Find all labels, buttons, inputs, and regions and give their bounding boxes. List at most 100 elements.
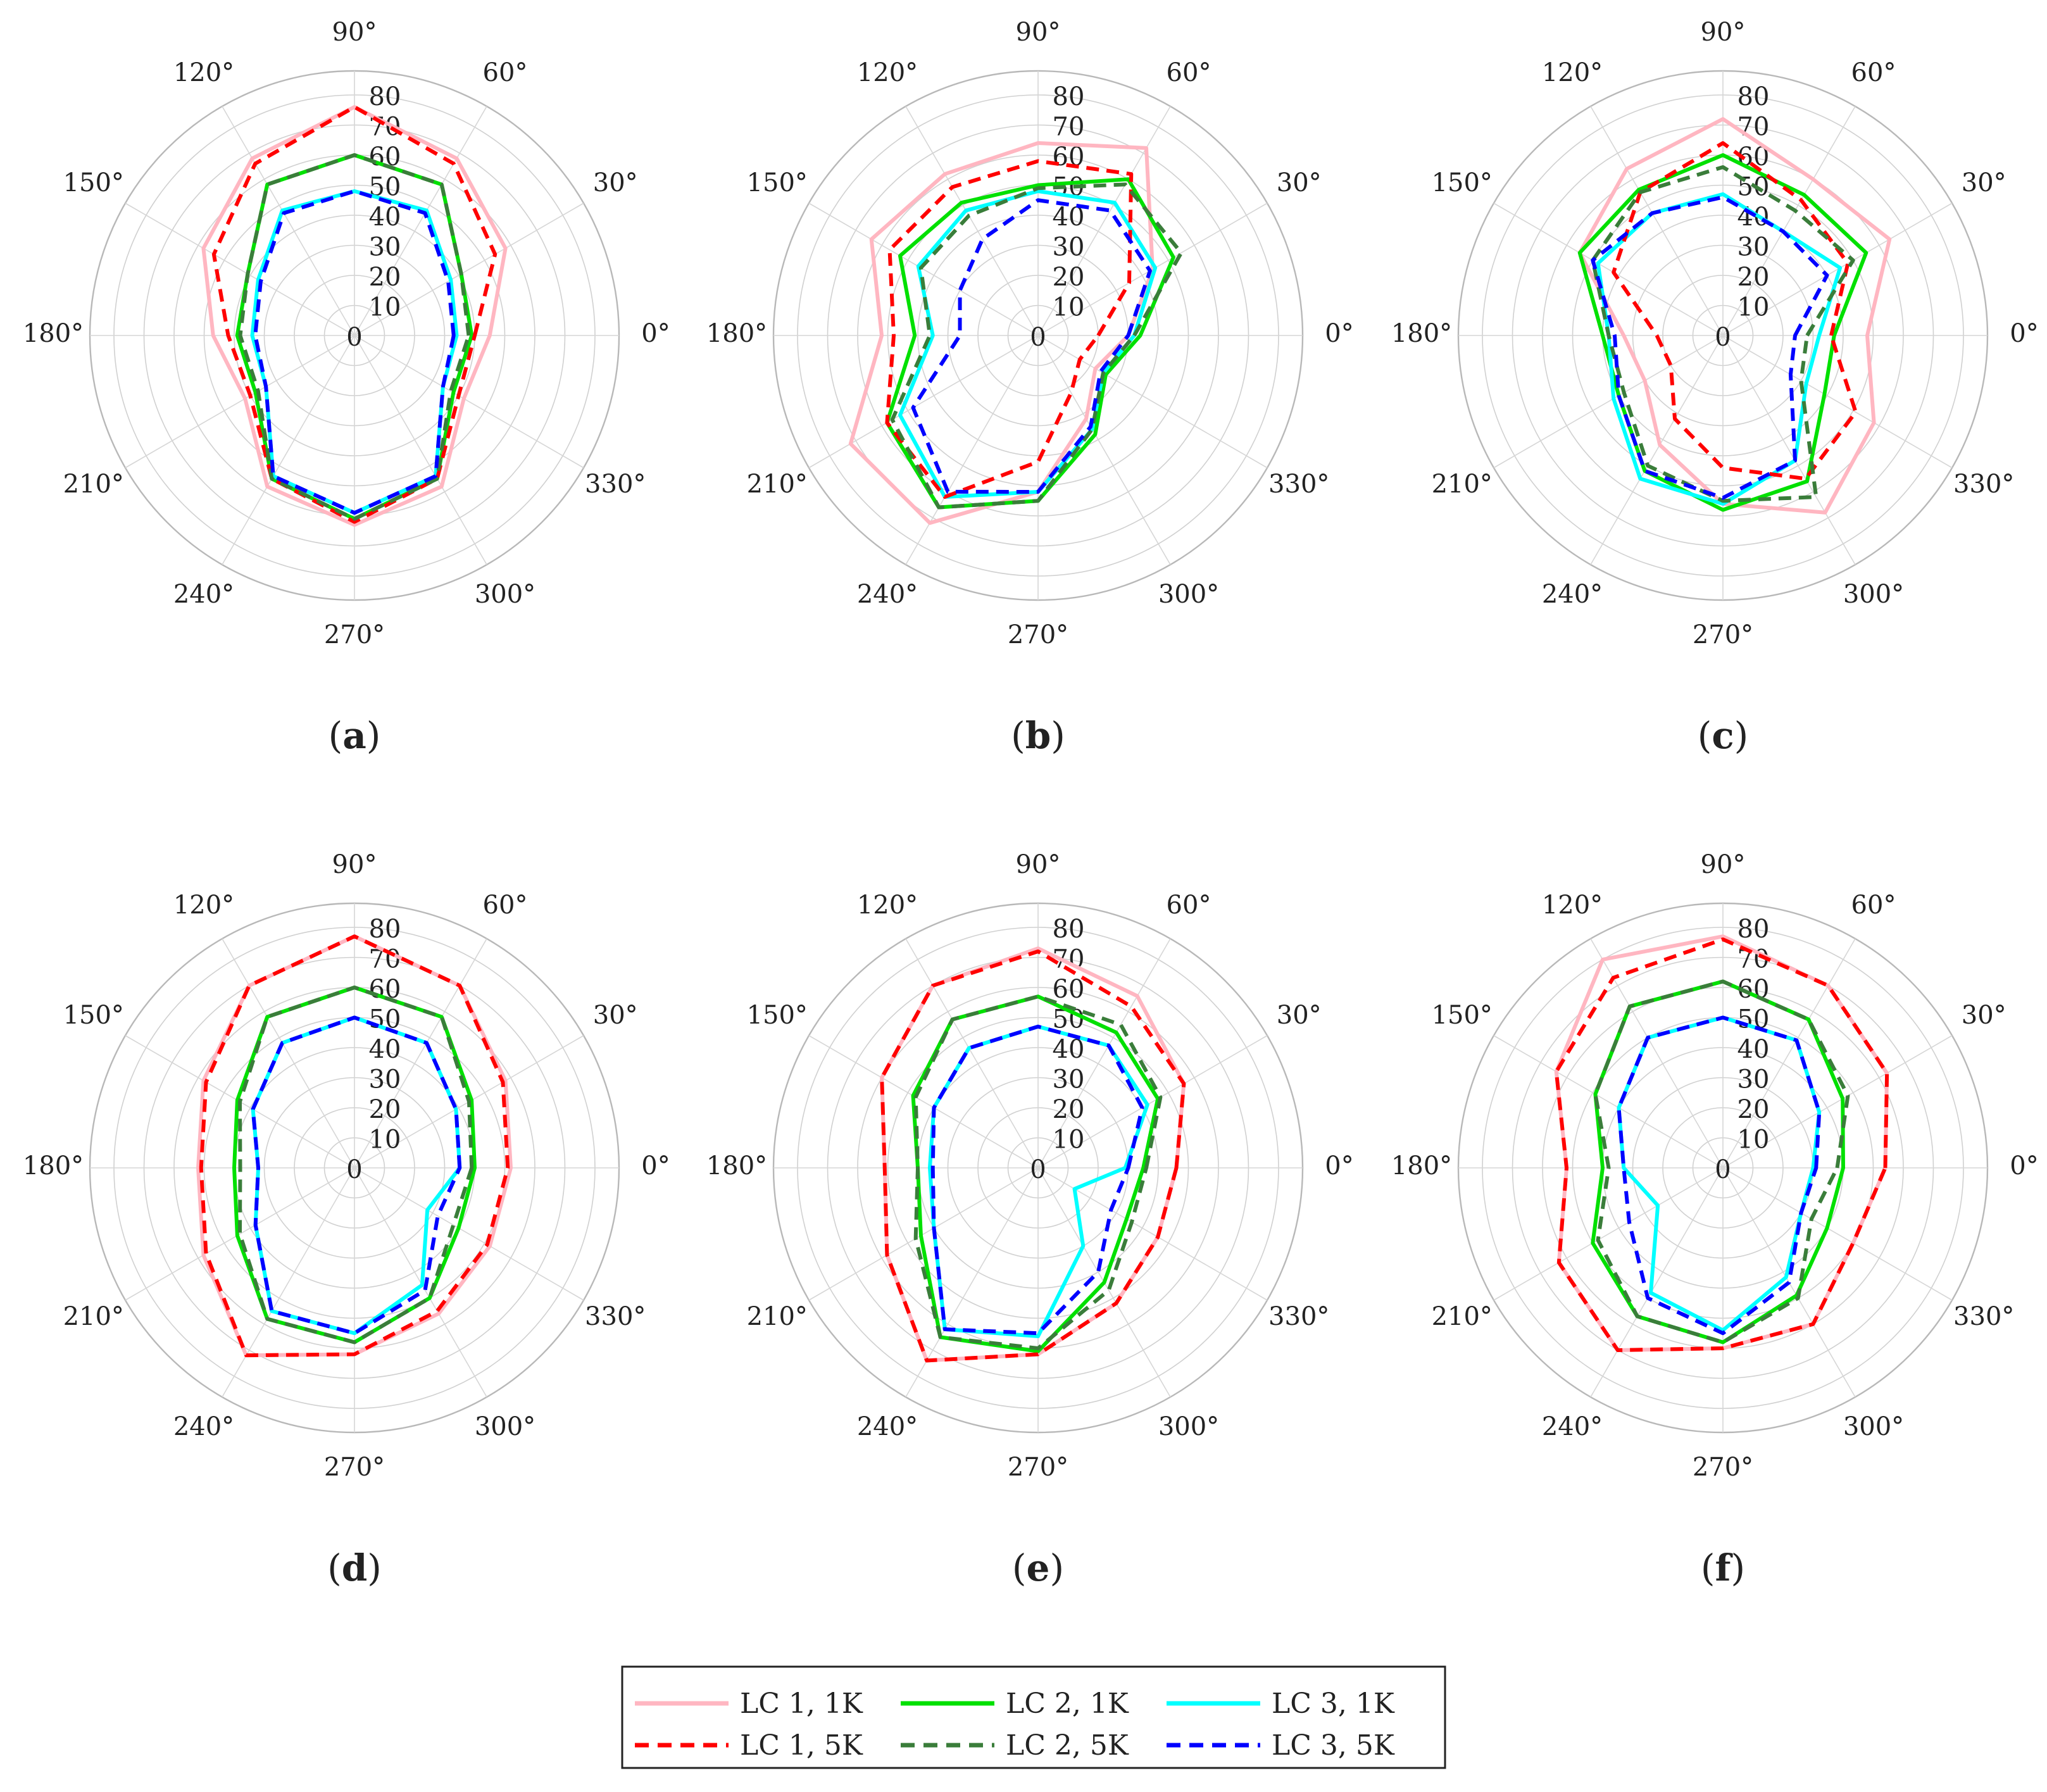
series-lc-2-1k [885, 177, 1175, 510]
angle-tick-label: 30° [1277, 168, 1322, 197]
radial-tick-label: 20 [369, 1095, 401, 1124]
legend-label: LC 3, 5K [1272, 1729, 1395, 1762]
angle-tick-label: 150° [1432, 1001, 1493, 1030]
angle-tick-label: 0° [2010, 319, 2038, 348]
angle-tick-label: 180° [23, 1151, 84, 1181]
series-lc-2-5k [238, 153, 471, 521]
panel-label: (b) [1011, 714, 1065, 757]
angle-tick-label: 240° [173, 580, 234, 609]
radial-tick-label: 10 [1053, 293, 1085, 322]
series-lc-3-5k [1591, 195, 1829, 500]
angle-tick-label: 60° [1167, 58, 1211, 87]
angle-tick-label: 240° [857, 580, 918, 609]
angle-tick-label: 180° [1391, 319, 1452, 348]
angle-tick-label: 300° [475, 1412, 535, 1441]
angle-tick-label: 240° [857, 1412, 918, 1441]
series-lc-1-5k [1554, 937, 1889, 1352]
grid-spoke [1722, 203, 1953, 336]
radial-tick-label: 40 [1737, 1035, 1770, 1064]
radial-tick-label: 0 [346, 1155, 362, 1184]
angle-tick-label: 120° [857, 891, 918, 920]
series-lc-2-1k [1591, 979, 1845, 1344]
grid-spoke [354, 938, 487, 1169]
radial-tick-label: 80 [1053, 915, 1085, 944]
angle-tick-label: 210° [1432, 1302, 1493, 1331]
angle-tick-label: 180° [706, 1151, 767, 1181]
panel-label: (f) [1701, 1546, 1745, 1589]
radial-tick-label: 80 [1053, 82, 1085, 111]
grid-spoke [808, 335, 1039, 468]
series-lc-3-5k [911, 198, 1152, 494]
angle-tick-label: 330° [1953, 1302, 2014, 1331]
polar-panel-d: 0° 30° 60° 90° 120° 150° 180° 210° 240° 270° 300° 3… [23, 850, 670, 1589]
series-lc-1-5k [199, 934, 510, 1358]
grid-spoke [222, 1167, 355, 1398]
angle-tick-label: 300° [475, 580, 535, 609]
series-lc-2-5k [913, 994, 1163, 1350]
polar-panel-f: 0° 30° 60° 90° 120° 150° 180° 210° 240° 270° 300° 3… [1391, 850, 2039, 1589]
panel-label: (e) [1012, 1546, 1064, 1589]
angle-tick-label: 120° [1542, 891, 1603, 920]
angle-tick-label: 270° [1008, 620, 1068, 649]
radial-tick-label: 10 [1737, 1125, 1770, 1155]
angle-tick-label: 30° [593, 1001, 638, 1030]
angle-tick-label: 0° [641, 319, 670, 348]
series-lc-3-5k [1617, 1015, 1822, 1336]
grid-spoke [1590, 106, 1724, 336]
radial-tick-label: 70 [1053, 113, 1085, 142]
angle-tick-label: 60° [483, 58, 528, 87]
angle-tick-label: 60° [1851, 891, 1896, 920]
radial-tick-label: 0 [1030, 1155, 1046, 1184]
panel-label: (c) [1698, 714, 1749, 757]
grid-spoke [1590, 1167, 1724, 1398]
series-lc-2-5k [890, 182, 1184, 510]
grid-spoke [222, 938, 355, 1169]
angle-tick-label: 60° [483, 891, 528, 920]
angle-tick-label: 330° [1268, 1302, 1329, 1331]
radial-tick-label: 30 [369, 233, 401, 262]
grid-spoke [1722, 106, 1856, 336]
angle-tick-label: 150° [63, 168, 124, 197]
angle-tick-label: 120° [173, 891, 234, 920]
radial-tick-label: 30 [1053, 1065, 1085, 1094]
radial-tick-label: 80 [369, 915, 401, 944]
angle-tick-label: 0° [1325, 319, 1353, 348]
angle-tick-label: 0° [1325, 1151, 1353, 1181]
series-lc-1-5k [211, 105, 498, 524]
angle-tick-label: 30° [1962, 1001, 2006, 1030]
angle-tick-label: 210° [747, 1302, 808, 1331]
grid-spoke [1722, 335, 1953, 468]
legend-label: LC 1, 5K [740, 1729, 863, 1762]
grid-spoke [354, 335, 584, 468]
radial-tick-label: 40 [369, 1035, 401, 1064]
radial-tick-label: 80 [1737, 82, 1770, 111]
grid-spoke [905, 938, 1039, 1169]
grid-spoke [125, 1167, 355, 1301]
angle-tick-label: 150° [747, 168, 808, 197]
series-lc-1-5k [880, 949, 1186, 1363]
polar-panel-a: 0° 30° 60° 90° 120° 150° 180° 210° 240° 270° 300° 3… [23, 18, 670, 757]
legend-label: LC 3, 1K [1272, 1688, 1395, 1720]
radial-tick-label: 30 [369, 1065, 401, 1094]
radial-tick-label: 30 [1053, 233, 1085, 262]
angle-tick-label: 120° [173, 58, 234, 87]
grid-spoke [1493, 335, 1724, 468]
angle-tick-label: 60° [1167, 891, 1211, 920]
angle-tick-label: 30° [1962, 168, 2006, 197]
series-lc-1-1k [201, 105, 508, 527]
angle-tick-label: 90° [1016, 18, 1061, 47]
radial-tick-label: 10 [369, 1125, 401, 1155]
angle-tick-label: 0° [641, 1151, 670, 1181]
radial-tick-label: 10 [369, 293, 401, 322]
grid-spoke [354, 203, 584, 336]
angle-tick-label: 270° [1008, 1453, 1068, 1482]
grid-spoke [354, 106, 487, 336]
radial-tick-label: 80 [1737, 915, 1770, 944]
series-lc-3-5k [930, 1024, 1144, 1336]
angle-tick-label: 300° [1843, 1412, 1904, 1441]
angle-tick-label: 150° [63, 1001, 124, 1030]
radial-tick-label: 0 [346, 323, 362, 352]
radial-tick-label: 10 [1737, 293, 1770, 322]
series-lc-1-1k [1577, 117, 1892, 515]
